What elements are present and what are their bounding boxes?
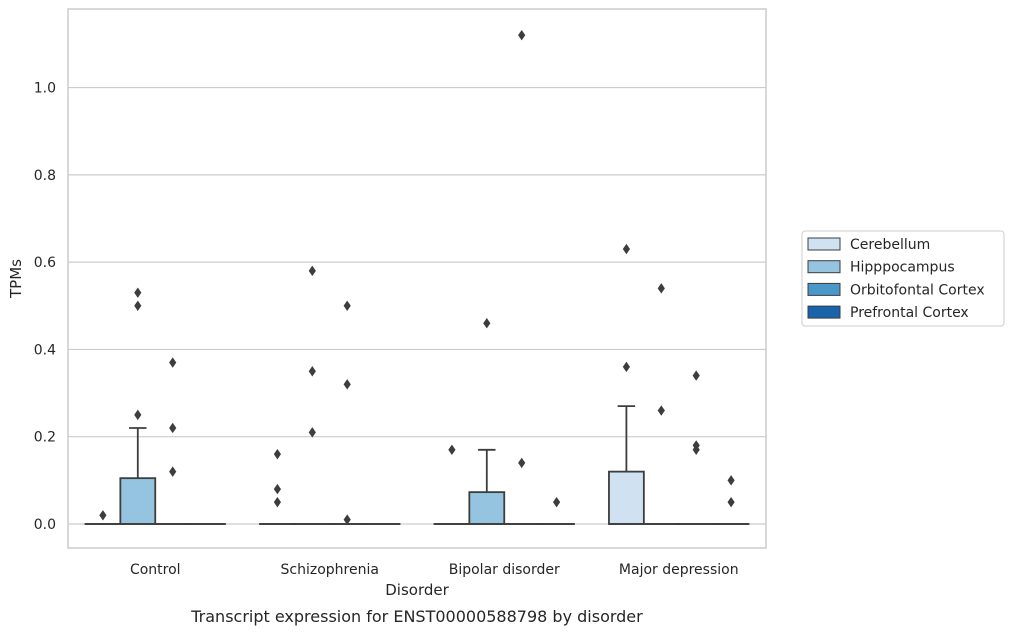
y-tick-label: 0.2 xyxy=(34,430,56,446)
legend-swatch xyxy=(807,305,841,319)
outlier-point xyxy=(727,496,735,508)
legend-label: Hipppocampus xyxy=(850,260,955,276)
outlier-point xyxy=(134,300,142,311)
x-tick-label: Bipolar disorder xyxy=(449,562,560,578)
legend-swatch xyxy=(807,237,841,251)
outlier-point xyxy=(657,283,665,294)
x-tick-labels: Control Schizophrenia Bipolar disorder Majo… xyxy=(130,562,739,578)
outlier-point xyxy=(448,444,456,456)
box-1-2 xyxy=(328,300,366,525)
outlier-point xyxy=(134,409,142,421)
box-body xyxy=(119,477,157,525)
box-1-0 xyxy=(259,448,296,525)
outlier-point xyxy=(169,357,177,368)
box-3-1 xyxy=(642,283,680,525)
outlier-point xyxy=(692,370,700,381)
box-2-1 xyxy=(468,318,506,525)
outlier-point xyxy=(622,361,630,373)
y-axis-label: TPMs xyxy=(7,259,25,299)
box-0-1 xyxy=(119,287,157,525)
box-3-0 xyxy=(608,243,645,525)
legend: Cerebellum Hipppocampus Orbitofontal Corte… xyxy=(801,230,1005,327)
box-2-0 xyxy=(433,444,471,525)
y-tick-label: 0.6 xyxy=(34,255,56,271)
outlier-point xyxy=(169,422,177,434)
box-plot-marks xyxy=(84,29,750,525)
outlier-point xyxy=(553,496,561,508)
outlier-point xyxy=(308,265,316,277)
outlier-point xyxy=(308,427,316,438)
outlier-point xyxy=(727,475,735,486)
outlier-point xyxy=(343,379,351,390)
box-3-2 xyxy=(677,370,715,525)
outlier-point xyxy=(343,300,351,311)
plot-area-frame xyxy=(67,8,767,549)
outlier-point xyxy=(622,243,630,255)
outlier-point xyxy=(273,496,281,508)
legend-label: Orbitofontal Cortex xyxy=(850,282,985,298)
outlier-point xyxy=(169,466,177,477)
y-tick-label: 0.8 xyxy=(34,168,56,184)
outlier-point xyxy=(99,510,107,521)
outlier-point xyxy=(343,514,351,525)
box-2-3 xyxy=(538,496,575,525)
box-1-1 xyxy=(293,265,331,525)
box-body xyxy=(468,491,506,525)
x-tick-label: Schizophrenia xyxy=(281,562,379,578)
outlier-point xyxy=(273,448,281,460)
y-tick-labels: 0.0 0.2 0.4 0.6 0.8 1.0 xyxy=(34,81,56,533)
grid-lines xyxy=(68,86,766,525)
outlier-point xyxy=(308,366,316,377)
box-3-3 xyxy=(712,475,750,525)
legend-swatch xyxy=(807,282,841,296)
x-tick-label: Major depression xyxy=(619,562,739,578)
x-tick-label: Control xyxy=(130,562,181,578)
outlier-point xyxy=(273,483,281,495)
box-2-2 xyxy=(503,29,541,525)
y-tick-label: 1.0 xyxy=(34,81,56,97)
legend-label: Prefrontal Cortex xyxy=(850,305,969,321)
outlier-point xyxy=(657,405,665,416)
box-body xyxy=(608,470,645,525)
outlier-point xyxy=(134,287,142,298)
outlier-point xyxy=(518,457,526,469)
chart-caption: Transcript expression for ENST0000058879… xyxy=(190,607,643,626)
outlier-point xyxy=(518,29,526,41)
y-tick-label: 0.0 xyxy=(34,517,56,533)
outlier-point xyxy=(692,444,700,456)
x-axis-label: Disorder xyxy=(385,581,449,599)
legend-swatch xyxy=(807,260,841,274)
box-0-0 xyxy=(84,510,122,525)
box-0-2 xyxy=(154,357,192,525)
y-tick-label: 0.4 xyxy=(34,342,56,358)
legend-frame xyxy=(801,230,1005,327)
outlier-point xyxy=(483,318,491,329)
legend-label: Cerebellum xyxy=(850,237,930,253)
